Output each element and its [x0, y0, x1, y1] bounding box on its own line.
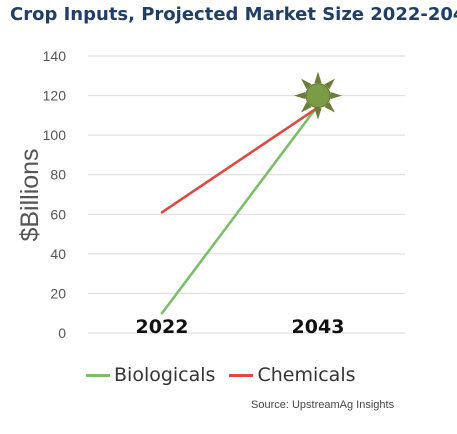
- sun-icon: [294, 71, 342, 120]
- sun-ray: [314, 71, 322, 84]
- sun-ray: [330, 91, 342, 100]
- sun-ray: [314, 108, 322, 120]
- legend-item-biologicals: Biologicals: [86, 364, 215, 386]
- sun-disc: [305, 83, 331, 109]
- sun-ray: [301, 101, 312, 113]
- chart-legend: Biologicals Chemicals: [86, 364, 370, 386]
- legend-swatch-chemicals: [229, 373, 254, 377]
- x-category-label-2043: 2043: [292, 316, 345, 338]
- sun-ray: [324, 101, 335, 113]
- y-axis-title: $Billions: [16, 148, 44, 241]
- legend-item-chemicals: Chemicals: [229, 364, 356, 386]
- y-tick-label-20: 20: [50, 285, 66, 301]
- source-note: Source: UpstreamAg Insights: [251, 399, 395, 411]
- legend-label-chemicals: Chemicals: [257, 364, 356, 386]
- y-tick-label-0: 0: [58, 325, 66, 341]
- y-tick-label-100: 100: [43, 127, 67, 143]
- y-tick-label-80: 80: [50, 167, 66, 183]
- legend-swatch-biologicals: [86, 373, 110, 377]
- sun-ray: [294, 91, 306, 100]
- series-line-chemicals: [160, 106, 320, 214]
- y-tick-label-120: 120: [43, 88, 67, 104]
- y-tick-label-60: 60: [50, 206, 66, 222]
- sun-ray: [324, 78, 335, 90]
- y-tick-label-40: 40: [50, 246, 66, 262]
- x-category-label-2022: 2022: [136, 316, 189, 338]
- y-tick-label-140: 140: [43, 48, 67, 64]
- sun-ray: [301, 78, 312, 90]
- legend-label-biologicals: Biologicals: [114, 364, 216, 386]
- series-line-biologicals: [160, 104, 320, 315]
- chart-title: Crop Inputs, Projected Market Size 2022-…: [10, 4, 457, 25]
